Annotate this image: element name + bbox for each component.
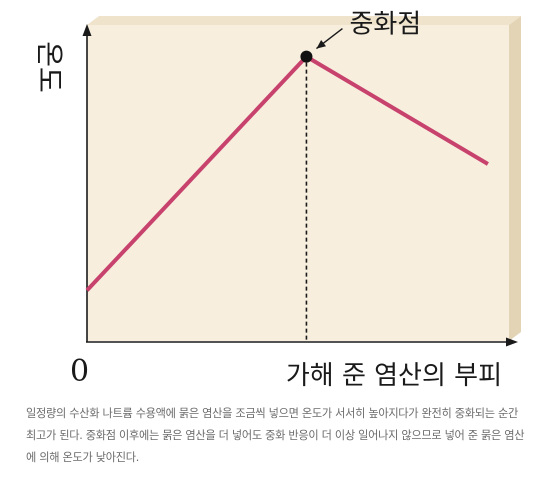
figure-caption: 일정량의 수산화 나트륨 수용액에 묽은 염산을 조금씩 넣으면 온도가 서서히… <box>26 407 525 464</box>
neutralization-point-label: 중화점 <box>349 10 421 40</box>
chart: 중화점 0 가해 준 염산의 부피 온도 <box>33 10 521 391</box>
y-axis-arrow <box>82 24 92 36</box>
neutralization-point-marker <box>300 50 313 63</box>
y-axis-label: 온도 <box>33 41 66 93</box>
x-axis-label: 가해 준 염산의 부피 <box>286 361 502 391</box>
plot-panel <box>87 25 509 341</box>
x-axis-arrow <box>506 337 518 347</box>
panel-top-face <box>87 16 521 25</box>
panel-side-face <box>509 16 521 341</box>
origin-label: 0 <box>70 354 89 389</box>
annotation-pointer-arrowhead <box>316 39 327 49</box>
